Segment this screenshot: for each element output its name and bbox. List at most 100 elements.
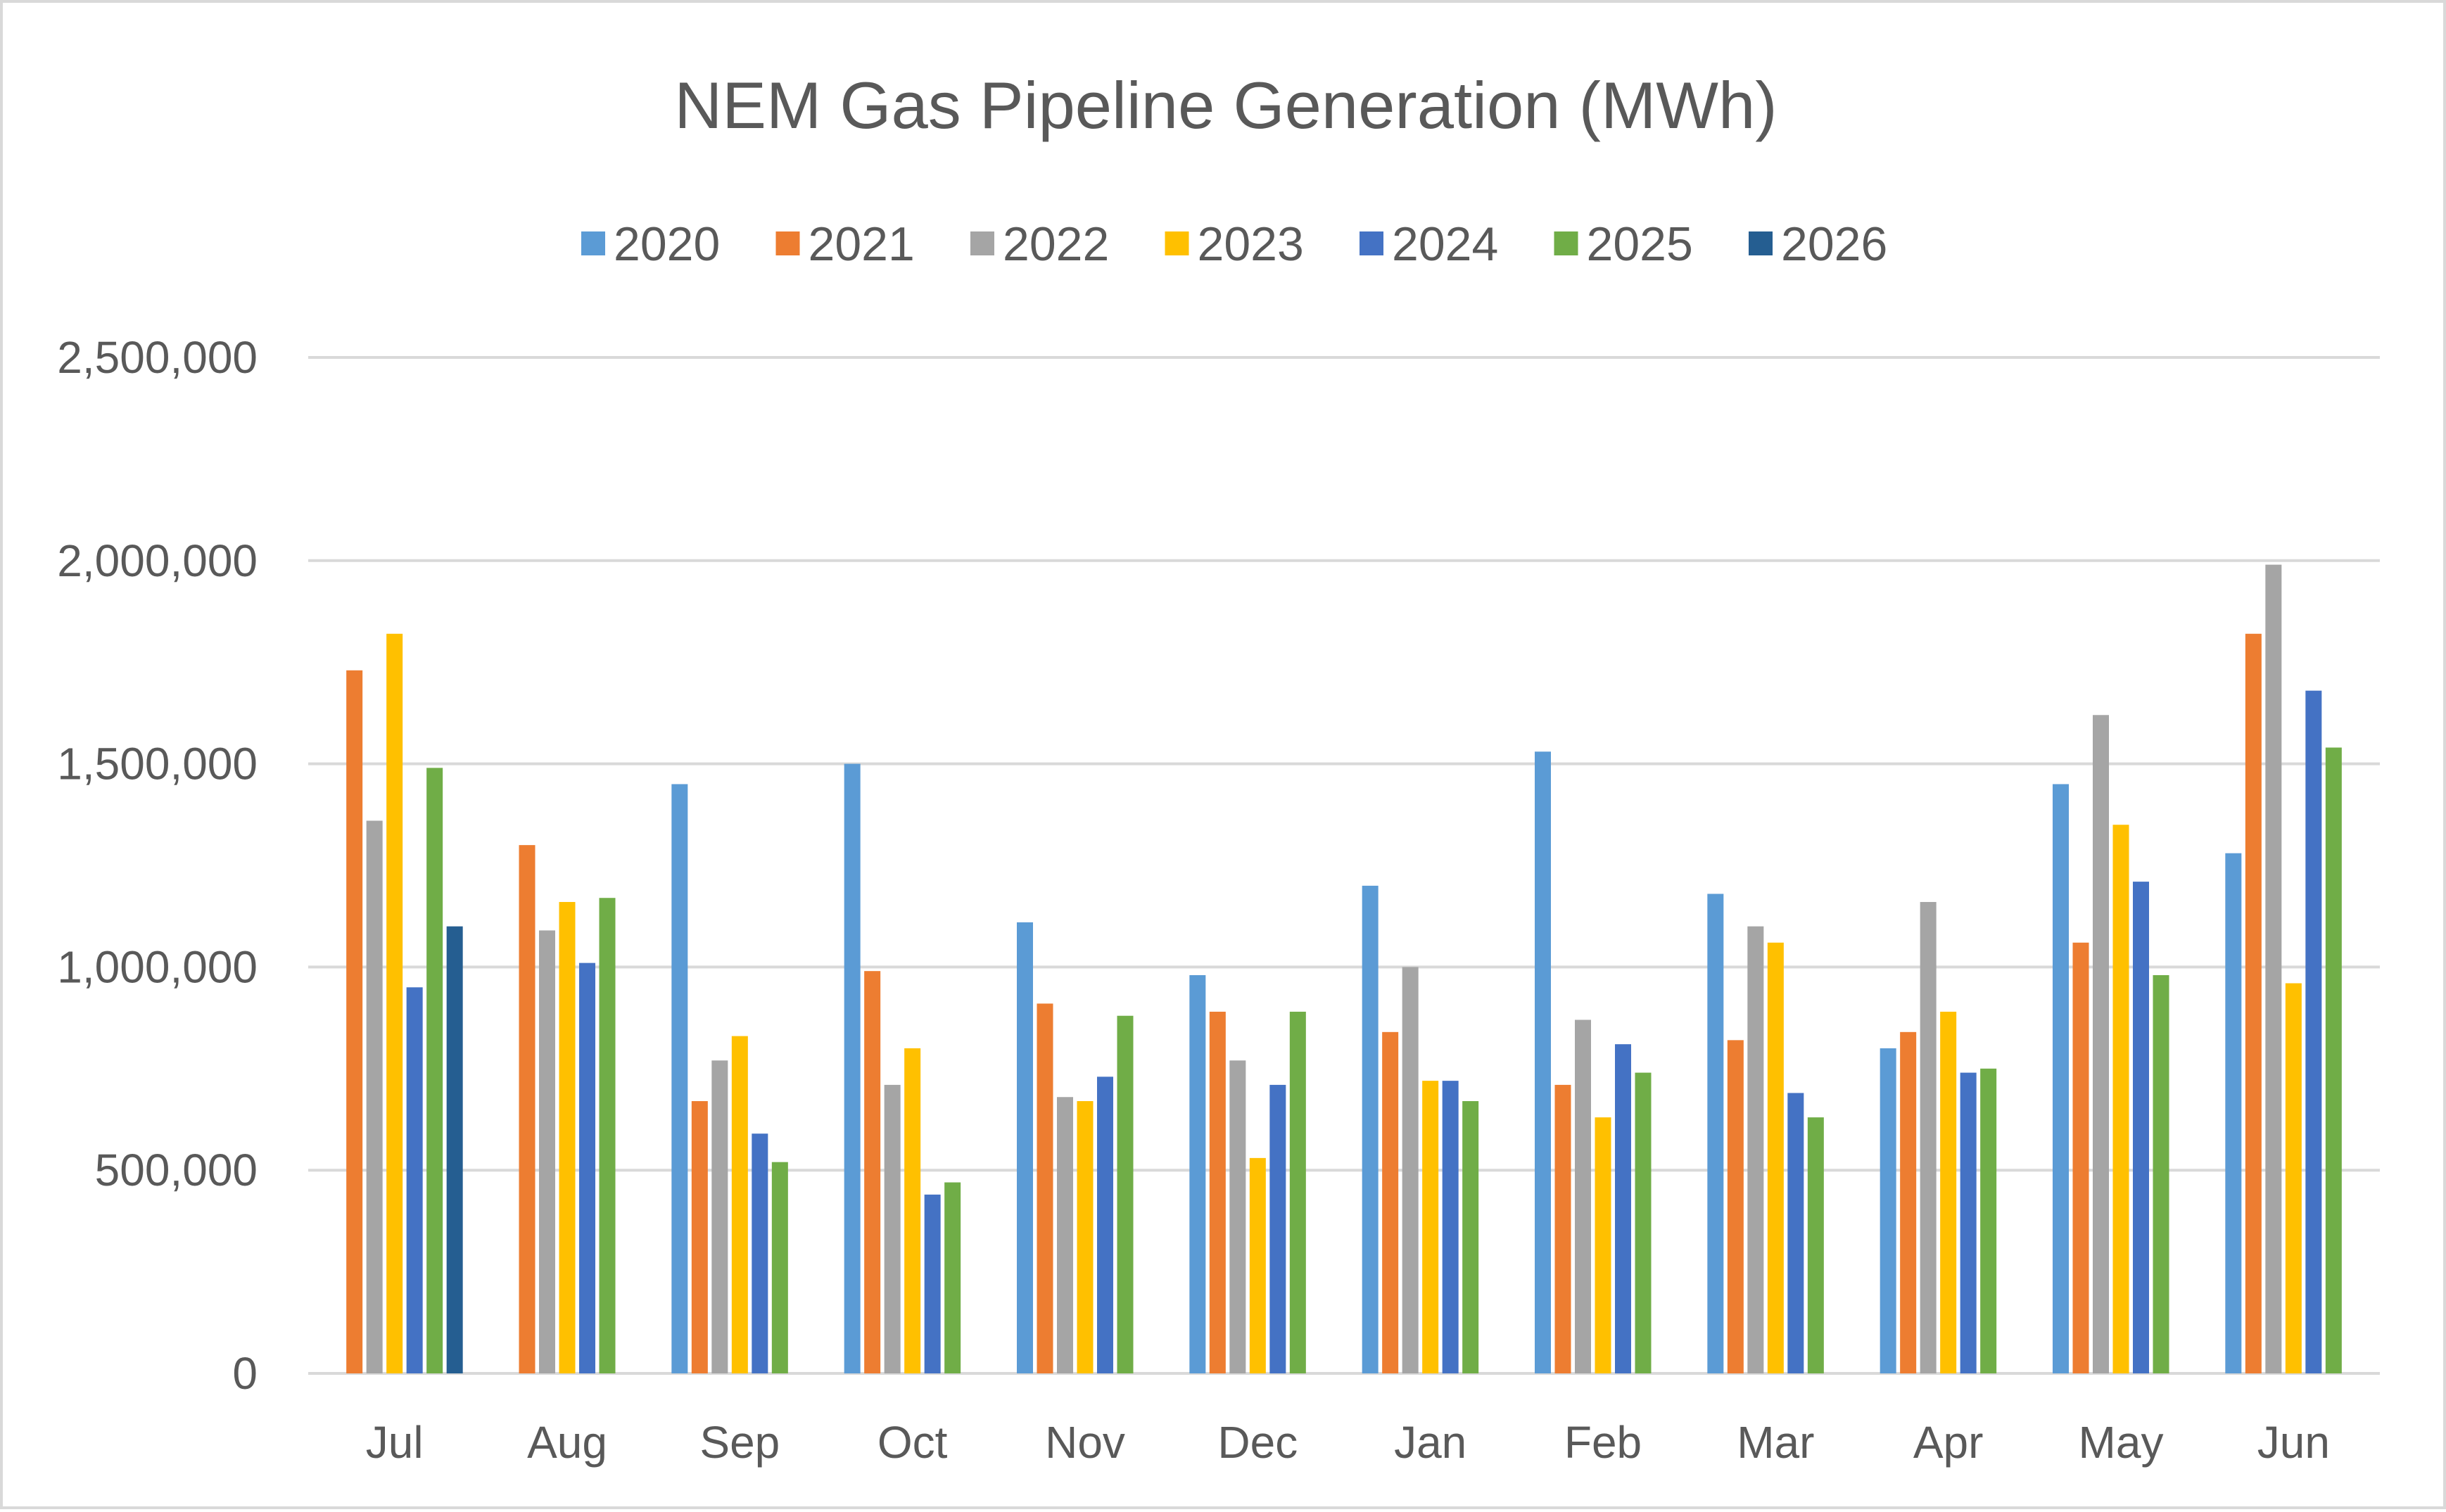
y-tick-label: 1,000,000	[57, 941, 258, 992]
x-tick-label: Nov	[1045, 1417, 1125, 1468]
x-tick-label: Feb	[1564, 1417, 1642, 1468]
x-tick-label: May	[2079, 1417, 2164, 1468]
x-axis: Jul Aug Sep Oct Nov Dec Jan Feb Mar Apr May Jun	[366, 1417, 2330, 1468]
bar-sep-2023	[731, 1036, 748, 1373]
bars	[346, 564, 2342, 1374]
x-tick-label: Aug	[527, 1417, 607, 1468]
bar-jan-2021	[1382, 1031, 1399, 1373]
bar-nov-2020	[1017, 922, 1033, 1373]
bar-nov-2025	[1117, 1015, 1134, 1373]
bar-jun-2022	[2265, 564, 2282, 1374]
bar-apr-2024	[1960, 1072, 1977, 1373]
bar-apr-2022	[1920, 901, 1937, 1373]
legend-swatch-2022	[970, 231, 994, 255]
bar-nov-2024	[1097, 1076, 1113, 1373]
bar-oct-2023	[904, 1048, 921, 1373]
y-tick-label: 0	[232, 1348, 258, 1399]
bar-nov-2022	[1057, 1097, 1073, 1373]
bar-apr-2021	[1900, 1031, 1917, 1373]
bar-sep-2021	[691, 1101, 708, 1373]
bar-aug-2022	[539, 930, 555, 1373]
legend-swatch-2025	[1554, 231, 1578, 255]
bar-jan-2022	[1402, 967, 1419, 1373]
legend-label-2025: 2025	[1587, 217, 1693, 271]
bar-apr-2020	[1880, 1048, 1896, 1373]
y-tick-label: 1,500,000	[57, 739, 258, 789]
bar-nov-2021	[1037, 1003, 1053, 1373]
bar-jul-2023	[386, 633, 403, 1373]
bar-oct-2025	[944, 1182, 961, 1373]
bar-mar-2021	[1727, 1040, 1744, 1373]
bar-aug-2025	[599, 898, 616, 1373]
y-tick-label: 2,000,000	[57, 535, 258, 586]
legend-swatch-2026	[1749, 231, 1773, 255]
bar-dec-2023	[1249, 1157, 1266, 1373]
bar-sep-2020	[671, 784, 688, 1373]
bar-feb-2022	[1575, 1019, 1591, 1373]
bar-may-2023	[2112, 825, 2129, 1373]
bar-sep-2025	[771, 1162, 788, 1373]
bar-feb-2020	[1535, 751, 1551, 1373]
bar-feb-2025	[1635, 1072, 1652, 1373]
x-tick-label: Jul	[366, 1417, 424, 1468]
legend-label-2023: 2023	[1198, 217, 1304, 271]
legend: 2020 2021 2022 2023 2024 2025 2026	[581, 217, 1887, 271]
bar-jun-2020	[2225, 853, 2242, 1373]
legend-label-2026: 2026	[1781, 217, 1887, 271]
bar-jul-2022	[366, 820, 383, 1373]
chart-svg: NEM Gas Pipeline Generation (MWh) 2020 20…	[57, 68, 2380, 1468]
bar-feb-2021	[1554, 1084, 1571, 1373]
bar-mar-2023	[1767, 942, 1784, 1373]
gridlines	[308, 356, 2380, 1375]
bar-dec-2024	[1269, 1084, 1286, 1373]
bar-jan-2023	[1422, 1081, 1439, 1373]
bar-may-2025	[2153, 974, 2169, 1373]
bar-feb-2023	[1595, 1117, 1611, 1373]
bar-jan-2025	[1462, 1101, 1479, 1373]
bar-jun-2025	[2325, 747, 2342, 1373]
legend-label-2020: 2020	[614, 217, 720, 271]
bar-dec-2022	[1229, 1060, 1246, 1373]
bar-sep-2024	[752, 1133, 768, 1373]
bar-jun-2024	[2305, 690, 2322, 1373]
bar-aug-2024	[579, 963, 595, 1373]
bar-mar-2020	[1707, 894, 1724, 1373]
bar-oct-2024	[924, 1194, 941, 1373]
bar-jun-2023	[2285, 983, 2302, 1373]
bar-oct-2021	[864, 971, 881, 1373]
x-tick-label: Dec	[1217, 1417, 1298, 1468]
bar-dec-2020	[1189, 974, 1206, 1373]
y-tick-label: 500,000	[95, 1145, 258, 1195]
bar-jul-2025	[426, 768, 443, 1373]
bar-apr-2025	[1980, 1068, 1997, 1373]
legend-label-2022: 2022	[1003, 217, 1109, 271]
x-tick-label: Apr	[1913, 1417, 1984, 1468]
bar-apr-2023	[1940, 1011, 1957, 1373]
legend-swatch-2021	[775, 231, 800, 255]
chart-title: NEM Gas Pipeline Generation (MWh)	[674, 68, 1777, 142]
bar-may-2022	[2093, 715, 2109, 1373]
x-tick-label: Jun	[2257, 1417, 2330, 1468]
bar-sep-2022	[711, 1060, 728, 1373]
bar-may-2020	[2053, 784, 2069, 1373]
legend-swatch-2020	[581, 231, 605, 255]
bar-mar-2025	[1807, 1117, 1824, 1373]
bar-jun-2021	[2245, 633, 2262, 1373]
bar-jul-2021	[346, 670, 363, 1373]
bar-oct-2022	[884, 1084, 901, 1373]
bar-jan-2024	[1442, 1081, 1459, 1373]
x-tick-label: Sep	[699, 1417, 780, 1468]
bar-oct-2020	[844, 763, 861, 1373]
x-tick-label: Oct	[877, 1417, 948, 1468]
legend-swatch-2024	[1360, 231, 1383, 255]
bar-may-2021	[2072, 942, 2089, 1373]
y-axis: 0 500,000 1,000,000 1,500,000 2,000,000 2,500…	[57, 332, 258, 1399]
bar-dec-2021	[1209, 1011, 1226, 1373]
legend-label-2024: 2024	[1392, 217, 1498, 271]
bar-jul-2024	[406, 987, 423, 1373]
bar-nov-2023	[1077, 1101, 1094, 1373]
bar-jan-2020	[1362, 885, 1379, 1373]
legend-swatch-2023	[1165, 231, 1189, 255]
bar-aug-2021	[519, 845, 536, 1373]
